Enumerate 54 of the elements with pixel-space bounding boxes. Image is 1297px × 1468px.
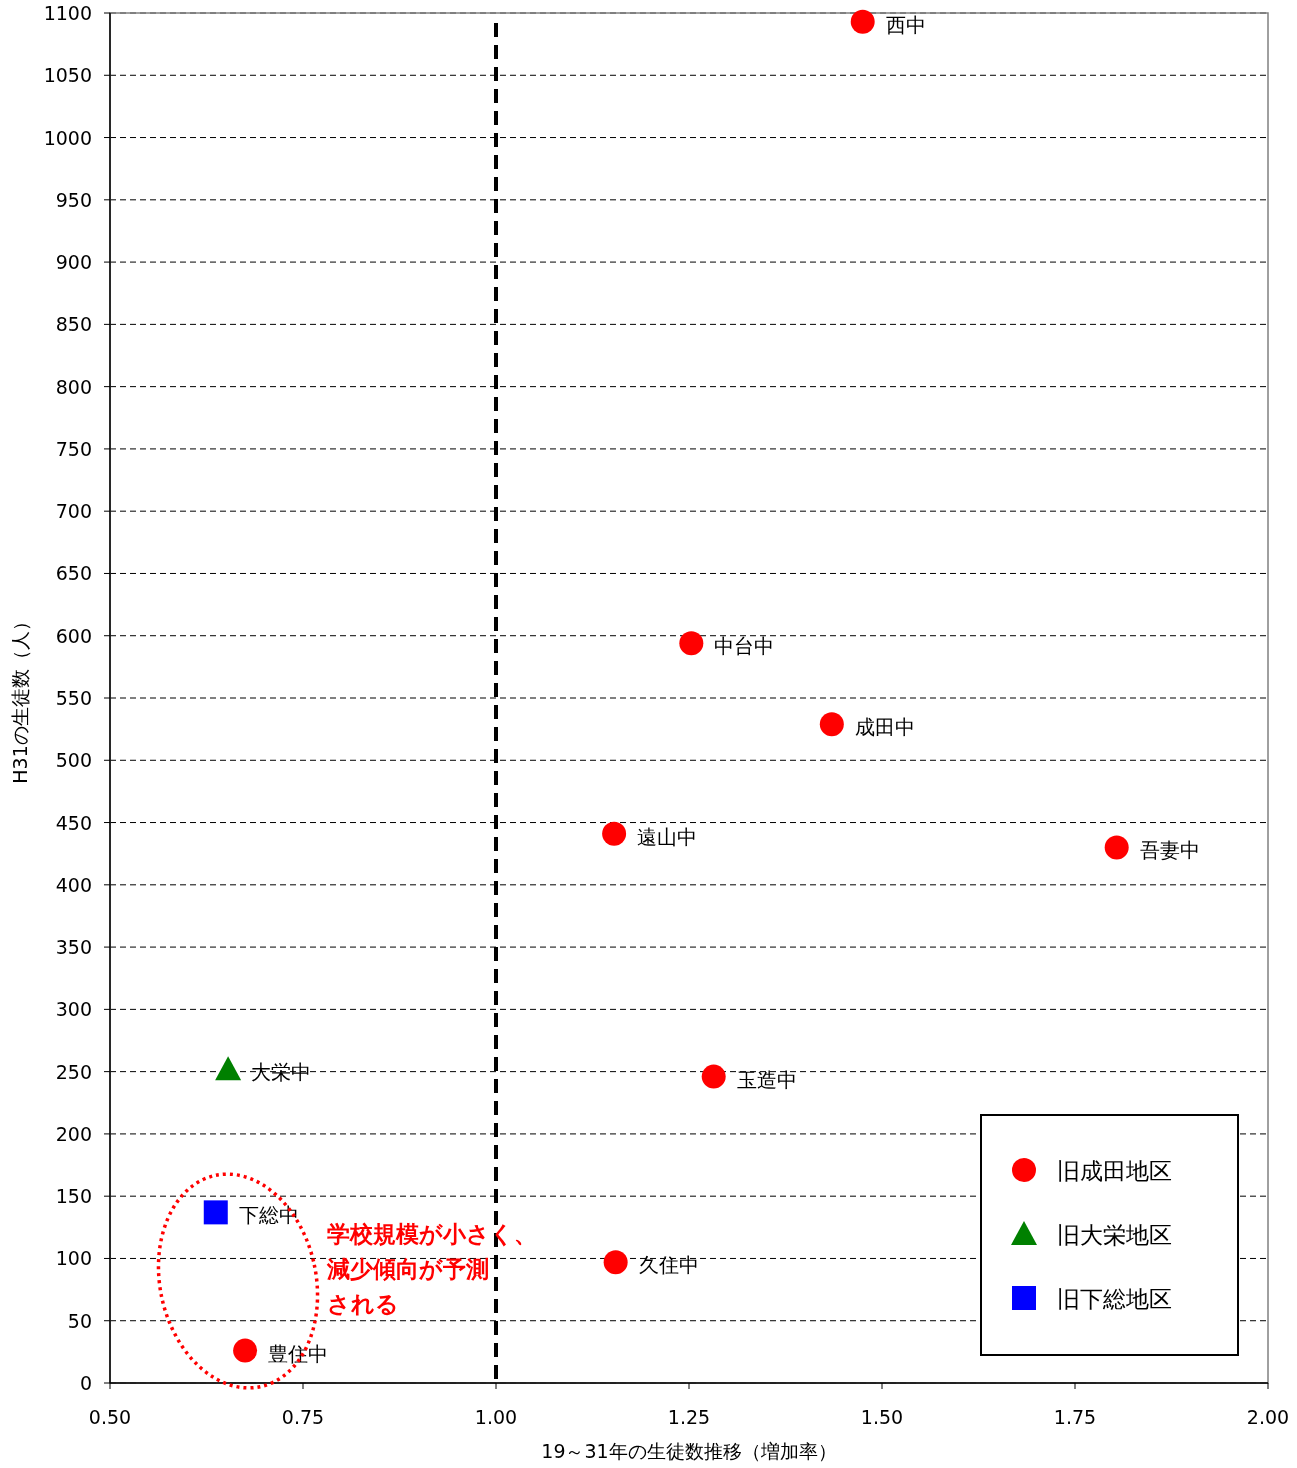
- y-tick-label: 400: [55, 873, 92, 896]
- y-tick-label: 750: [55, 437, 92, 460]
- y-tick-label: 900: [55, 251, 92, 274]
- x-axis-title: 19～31年の生徒数推移（増加率）: [541, 1440, 837, 1462]
- y-tick-label: 550: [55, 687, 92, 709]
- y-tick-label: 450: [55, 811, 92, 834]
- point: [819, 712, 844, 737]
- legend-label: 旧下総地区: [1057, 1286, 1172, 1312]
- y-tick-label: 0: [79, 1372, 92, 1394]
- annotation: 中台中: [714, 634, 775, 659]
- y-tick-label: 150: [55, 1185, 92, 1208]
- y-tick-label: 1100: [43, 2, 92, 24]
- y-tick-label: 250: [55, 1060, 92, 1083]
- y-tick-label: 600: [55, 624, 92, 647]
- point: [233, 1338, 258, 1363]
- y-tick-label: 800: [55, 375, 92, 398]
- y-tick-label: 500: [55, 749, 92, 772]
- x-tick-label: 1.25: [667, 1406, 711, 1428]
- annotation: 学校規模が小さく、: [327, 1221, 537, 1247]
- annotation: 豊住中: [268, 1341, 329, 1366]
- annotation: 久住中: [638, 1253, 699, 1278]
- x-tick-label: 1.00: [474, 1406, 518, 1428]
- annotation: 西中: [885, 12, 926, 37]
- y-tick-label: 50: [67, 1309, 92, 1332]
- y-tick-label: 300: [55, 998, 92, 1021]
- point: [603, 1250, 628, 1275]
- annotation: 減少傾向が予測: [327, 1256, 489, 1282]
- annotation: 玉造中: [736, 1067, 797, 1092]
- legend-label: 旧成田地区: [1057, 1158, 1172, 1184]
- x-tick-label: 2.00: [1246, 1406, 1290, 1428]
- y-axis-title: H31の生徒数（人）: [9, 612, 31, 784]
- annotation: される: [327, 1291, 399, 1317]
- y-tick-label: 350: [55, 936, 92, 959]
- y-tick-label: 100: [55, 1247, 92, 1270]
- x-tick-label: 0.50: [88, 1406, 132, 1428]
- point: [602, 821, 627, 846]
- y-tick-label: 700: [55, 500, 92, 523]
- y-tick-label: 1000: [43, 126, 92, 149]
- annotation: 成田中: [854, 715, 915, 740]
- point: [679, 631, 704, 656]
- y-tick-label: 1050: [43, 64, 92, 87]
- annotation: 吾妻中: [1139, 838, 1200, 863]
- x-tick-label: 1.50: [860, 1406, 904, 1428]
- x-tick-label: 1.75: [1053, 1406, 1097, 1428]
- y-tick-label: 200: [55, 1122, 92, 1145]
- legend-label: 旧大栄地区: [1057, 1222, 1172, 1248]
- point: [850, 9, 875, 34]
- x-tick-label: 0.75: [281, 1406, 325, 1428]
- annotation: 遠山中: [637, 824, 698, 849]
- y-tick-label: 650: [55, 562, 92, 585]
- point: [1104, 835, 1129, 860]
- point: [701, 1064, 726, 1089]
- y-tick-label: 850: [55, 313, 92, 336]
- y-tick-label: 950: [55, 188, 92, 211]
